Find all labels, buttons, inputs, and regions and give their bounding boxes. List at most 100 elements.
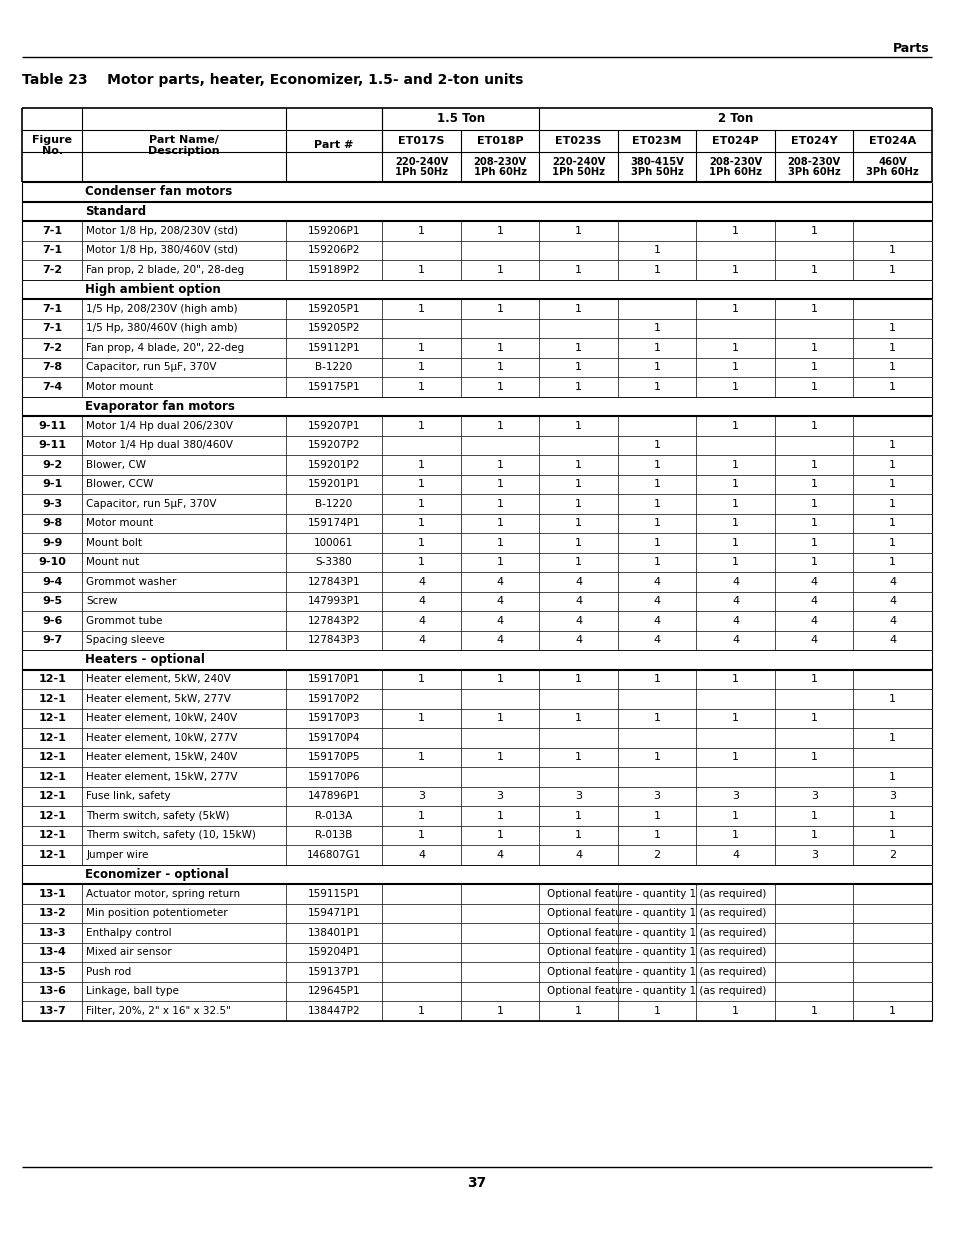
- Text: 220-240V: 220-240V: [395, 157, 448, 167]
- Text: 1: 1: [653, 752, 659, 762]
- Text: 3Ph 60Hz: 3Ph 60Hz: [787, 167, 840, 177]
- Text: 1: 1: [888, 459, 895, 469]
- Text: Economizer - optional: Economizer - optional: [86, 868, 229, 881]
- Text: Linkage, ball type: Linkage, ball type: [87, 987, 179, 997]
- Text: 159137P1: 159137P1: [307, 967, 360, 977]
- Text: 1: 1: [497, 810, 503, 821]
- Text: 9-11: 9-11: [38, 421, 66, 431]
- Text: 1: 1: [417, 382, 425, 391]
- Text: 1: 1: [731, 674, 739, 684]
- Text: 37: 37: [467, 1176, 486, 1191]
- Text: 7-8: 7-8: [42, 362, 62, 372]
- Text: 1: 1: [810, 226, 817, 236]
- Text: 1: 1: [731, 362, 739, 372]
- Text: 4: 4: [888, 635, 896, 645]
- Text: Grommot washer: Grommot washer: [87, 577, 176, 587]
- Text: Therm switch, safety (10, 15kW): Therm switch, safety (10, 15kW): [87, 830, 256, 840]
- Text: 1: 1: [810, 382, 817, 391]
- Text: 1: 1: [653, 810, 659, 821]
- Text: 460V: 460V: [878, 157, 906, 167]
- Text: Screw: Screw: [87, 597, 117, 606]
- Text: 3: 3: [731, 792, 739, 802]
- Text: High ambient option: High ambient option: [86, 283, 221, 295]
- Text: ET024Y: ET024Y: [790, 136, 837, 146]
- Text: Optional feature - quantity 1 (as required): Optional feature - quantity 1 (as requir…: [547, 967, 766, 977]
- Text: ET024A: ET024A: [868, 136, 916, 146]
- Text: 1: 1: [575, 421, 581, 431]
- Text: R-013A: R-013A: [314, 810, 353, 821]
- Text: 7-2: 7-2: [42, 343, 62, 353]
- Text: Therm switch, safety (5kW): Therm switch, safety (5kW): [87, 810, 230, 821]
- Text: 127843P2: 127843P2: [307, 616, 360, 626]
- Text: Spacing sleeve: Spacing sleeve: [87, 635, 165, 645]
- Text: Filter, 20%, 2" x 16" x 32.5": Filter, 20%, 2" x 16" x 32.5": [87, 1005, 231, 1015]
- Text: 159174P1: 159174P1: [307, 519, 360, 529]
- Text: 4: 4: [731, 616, 739, 626]
- Text: 4: 4: [731, 635, 739, 645]
- Text: 159170P3: 159170P3: [308, 714, 360, 724]
- Text: 1: 1: [810, 499, 817, 509]
- Text: S-3380: S-3380: [315, 557, 352, 567]
- Text: 1: 1: [731, 752, 739, 762]
- Text: 1: 1: [653, 830, 659, 840]
- Text: 1: 1: [731, 499, 739, 509]
- Text: 1: 1: [888, 772, 895, 782]
- Text: 13-6: 13-6: [38, 987, 66, 997]
- Text: 1: 1: [731, 343, 739, 353]
- Text: 380-415V: 380-415V: [630, 157, 683, 167]
- Text: 1: 1: [888, 343, 895, 353]
- Text: 1: 1: [497, 537, 503, 548]
- Text: 13-7: 13-7: [38, 1005, 66, 1015]
- Text: 1: 1: [575, 714, 581, 724]
- Text: ET024P: ET024P: [712, 136, 759, 146]
- Text: 9-11: 9-11: [38, 440, 66, 451]
- Text: 1: 1: [653, 674, 659, 684]
- Text: 1: 1: [575, 1005, 581, 1015]
- Text: 1: 1: [575, 674, 581, 684]
- Text: 4: 4: [496, 635, 503, 645]
- Text: 1: 1: [417, 1005, 425, 1015]
- Text: 4: 4: [731, 577, 739, 587]
- Text: 159206P2: 159206P2: [308, 246, 360, 256]
- Text: 1: 1: [888, 324, 895, 333]
- Text: 1: 1: [417, 537, 425, 548]
- Text: Description: Description: [148, 146, 219, 156]
- Text: 1: 1: [731, 382, 739, 391]
- Text: 12-1: 12-1: [38, 850, 66, 860]
- Text: 13-3: 13-3: [38, 927, 66, 937]
- Text: 159112P1: 159112P1: [307, 343, 360, 353]
- Text: 12-1: 12-1: [38, 694, 66, 704]
- Text: Standard: Standard: [86, 205, 147, 217]
- Text: 12-1: 12-1: [38, 810, 66, 821]
- Text: 13-5: 13-5: [38, 967, 66, 977]
- Text: 1: 1: [888, 246, 895, 256]
- Text: 1: 1: [497, 714, 503, 724]
- Text: 1: 1: [653, 519, 659, 529]
- Text: 1: 1: [653, 714, 659, 724]
- Text: 1: 1: [575, 519, 581, 529]
- Text: 159170P5: 159170P5: [308, 752, 360, 762]
- Text: 1: 1: [810, 830, 817, 840]
- Text: 12-1: 12-1: [38, 772, 66, 782]
- Text: 159170P1: 159170P1: [308, 674, 360, 684]
- Text: Blower, CCW: Blower, CCW: [87, 479, 153, 489]
- Text: 1: 1: [575, 830, 581, 840]
- Text: 1: 1: [653, 343, 659, 353]
- Text: Enthalpy control: Enthalpy control: [87, 927, 172, 937]
- Text: Part #: Part #: [314, 140, 354, 149]
- Text: 2: 2: [653, 850, 660, 860]
- Text: 1: 1: [575, 479, 581, 489]
- Text: Figure: Figure: [32, 135, 72, 144]
- Text: 127843P3: 127843P3: [307, 635, 360, 645]
- Text: 13-1: 13-1: [38, 889, 66, 899]
- Text: 4: 4: [888, 577, 896, 587]
- Text: Jumper wire: Jumper wire: [87, 850, 149, 860]
- Text: 1: 1: [810, 557, 817, 567]
- Text: 1: 1: [888, 264, 895, 274]
- Text: 159201P1: 159201P1: [308, 479, 360, 489]
- Text: 3: 3: [810, 792, 817, 802]
- Text: 1: 1: [497, 264, 503, 274]
- Text: 1: 1: [417, 264, 425, 274]
- Text: 1: 1: [888, 557, 895, 567]
- Text: 9-7: 9-7: [42, 635, 62, 645]
